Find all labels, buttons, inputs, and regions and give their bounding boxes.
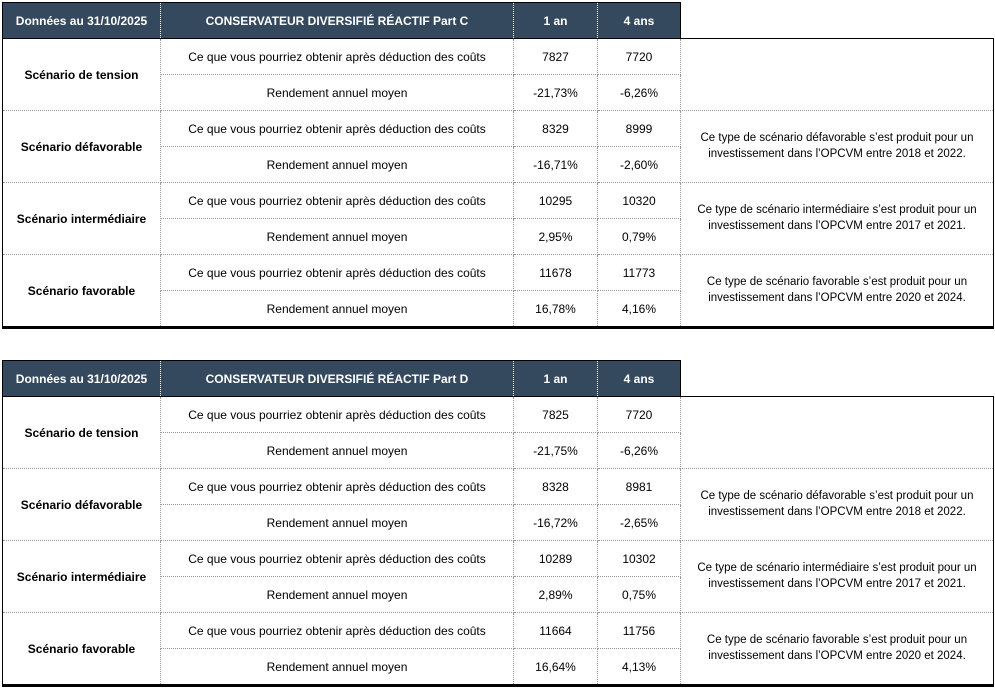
- note-cell: Ce type de scénario défavorable s’est pr…: [680, 110, 994, 183]
- value-1an: 8329: [513, 110, 598, 147]
- value-1an: 8328: [513, 468, 598, 505]
- row-label: Ce que vous pourriez obtenir après déduc…: [160, 396, 514, 433]
- scenario-label-tension: Scénario de tension: [2, 38, 161, 111]
- table-row: Rendement annuel moyen 16,78% 4,16%: [3, 290, 994, 328]
- scenario-table-part-d: Données au 31/10/2025 CONSERVATEUR DIVER…: [2, 360, 994, 687]
- row-label: Ce que vous pourriez obtenir après déduc…: [160, 110, 514, 147]
- row-label: Ce que vous pourriez obtenir après déduc…: [160, 612, 514, 649]
- row-label: Rendement annuel moyen: [160, 648, 514, 686]
- value-4ans: 0,79%: [597, 218, 681, 255]
- scenario-label-favorable: Scénario favorable: [2, 254, 161, 328]
- col-header-1an: 1 an: [513, 2, 598, 39]
- value-1an: -16,72%: [513, 504, 598, 541]
- table-row: Rendement annuel moyen -21,75% -6,26%: [3, 432, 994, 469]
- value-1an: 7827: [513, 38, 598, 75]
- col-header-4ans: 4 ans: [597, 2, 681, 39]
- value-4ans: 4,16%: [597, 290, 681, 328]
- row-label: Rendement annuel moyen: [160, 290, 514, 328]
- row-label: Ce que vous pourriez obtenir après déduc…: [160, 254, 514, 291]
- scenario-label-defavorable: Scénario défavorable: [2, 468, 161, 541]
- note-cell: Ce type de scénario favorable s’est prod…: [680, 612, 994, 686]
- col-header-4ans: 4 ans: [597, 360, 681, 397]
- date-header-cell: Données au 31/10/2025: [2, 2, 161, 39]
- value-1an: 7825: [513, 396, 598, 433]
- scenario-label-intermediaire: Scénario intermédiaire: [2, 540, 161, 613]
- value-4ans: 7720: [597, 38, 681, 75]
- col-header-1an: 1 an: [513, 360, 598, 397]
- value-4ans: 4,13%: [597, 648, 681, 686]
- table-row: Rendement annuel moyen 2,95% 0,79%: [3, 218, 994, 255]
- note-cell: [680, 396, 994, 469]
- value-4ans: -2,60%: [597, 146, 681, 183]
- note-cell: Ce type de scénario défavorable s’est pr…: [680, 468, 994, 541]
- header-row: Données au 31/10/2025 CONSERVATEUR DIVER…: [2, 2, 994, 39]
- table-row: Rendement annuel moyen -16,71% -2,60%: [3, 146, 994, 183]
- table-row: Scénario défavorable Ce que vous pourrie…: [2, 468, 994, 541]
- value-4ans: 10302: [597, 540, 681, 577]
- scenario-table-part-c: Données au 31/10/2025 CONSERVATEUR DIVER…: [2, 2, 994, 329]
- table-row: Scénario intermédiaire Ce que vous pourr…: [2, 540, 994, 613]
- table-row: Rendement annuel moyen 2,89% 0,75%: [3, 576, 994, 613]
- note-cell: [680, 38, 994, 111]
- table-row: Scénario favorable Ce que vous pourriez …: [2, 612, 994, 686]
- value-4ans: 0,75%: [597, 576, 681, 613]
- product-header-cell: CONSERVATEUR DIVERSIFIÉ RÉACTIF Part D: [160, 360, 514, 397]
- scenario-label-intermediaire: Scénario intermédiaire: [2, 182, 161, 255]
- row-label: Ce que vous pourriez obtenir après déduc…: [160, 540, 514, 577]
- header-row: Données au 31/10/2025 CONSERVATEUR DIVER…: [2, 360, 994, 397]
- scenario-label-defavorable: Scénario défavorable: [2, 110, 161, 183]
- row-label: Ce que vous pourriez obtenir après déduc…: [160, 468, 514, 505]
- value-1an: 16,78%: [513, 290, 598, 328]
- table-row: Rendement annuel moyen -16,72% -2,65%: [3, 504, 994, 541]
- scenario-label-tension: Scénario de tension: [2, 396, 161, 469]
- value-4ans: 8999: [597, 110, 681, 147]
- value-4ans: 7720: [597, 396, 681, 433]
- value-4ans: 11756: [597, 612, 681, 649]
- value-4ans: -2,65%: [597, 504, 681, 541]
- value-1an: -16,71%: [513, 146, 598, 183]
- row-label: Ce que vous pourriez obtenir après déduc…: [160, 38, 514, 75]
- note-cell: Ce type de scénario intermédiaire s’est …: [680, 182, 994, 255]
- value-1an: 10289: [513, 540, 598, 577]
- table-row: Scénario de tension Ce que vous pourriez…: [2, 38, 994, 111]
- value-1an: 11678: [513, 254, 598, 291]
- value-1an: 2,95%: [513, 218, 598, 255]
- value-4ans: 10320: [597, 182, 681, 219]
- note-cell: Ce type de scénario intermédiaire s’est …: [680, 540, 994, 613]
- table-row: Scénario de tension Ce que vous pourriez…: [2, 396, 994, 469]
- row-label: Ce que vous pourriez obtenir après déduc…: [160, 182, 514, 219]
- value-1an: 16,64%: [513, 648, 598, 686]
- table-row: Scénario favorable Ce que vous pourriez …: [2, 254, 994, 328]
- value-1an: 2,89%: [513, 576, 598, 613]
- value-1an: 11664: [513, 612, 598, 649]
- row-label: Rendement annuel moyen: [160, 218, 514, 255]
- scenario-label-favorable: Scénario favorable: [2, 612, 161, 686]
- value-1an: 10295: [513, 182, 598, 219]
- product-header-cell: CONSERVATEUR DIVERSIFIÉ RÉACTIF Part C: [160, 2, 514, 39]
- value-4ans: -6,26%: [597, 74, 681, 111]
- header-spacer: [680, 360, 994, 397]
- row-label: Rendement annuel moyen: [160, 504, 514, 541]
- header-spacer: [680, 2, 994, 39]
- table-row: Scénario intermédiaire Ce que vous pourr…: [2, 182, 994, 255]
- row-label: Rendement annuel moyen: [160, 576, 514, 613]
- value-1an: -21,75%: [513, 432, 598, 469]
- row-label: Rendement annuel moyen: [160, 146, 514, 183]
- value-4ans: -6,26%: [597, 432, 681, 469]
- value-4ans: 11773: [597, 254, 681, 291]
- value-1an: -21,73%: [513, 74, 598, 111]
- table-row: Rendement annuel moyen -21,73% -6,26%: [3, 74, 994, 111]
- note-cell: Ce type de scénario favorable s’est prod…: [680, 254, 994, 328]
- table-row: Scénario défavorable Ce que vous pourrie…: [2, 110, 994, 183]
- row-label: Rendement annuel moyen: [160, 432, 514, 469]
- row-label: Rendement annuel moyen: [160, 74, 514, 111]
- date-header-cell: Données au 31/10/2025: [2, 360, 161, 397]
- value-4ans: 8981: [597, 468, 681, 505]
